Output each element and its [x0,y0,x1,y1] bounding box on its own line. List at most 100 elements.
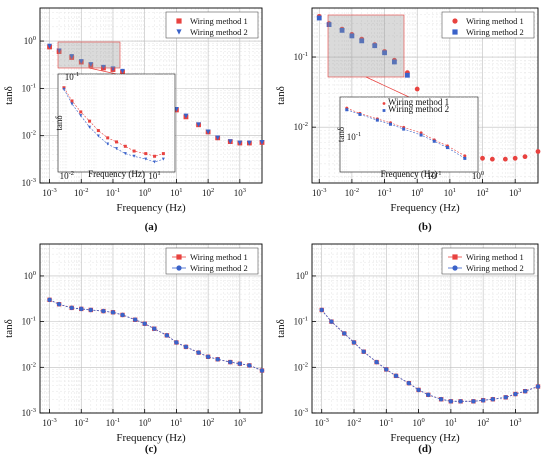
panel-label: (b) [418,221,432,233]
inset-data-point [463,154,467,158]
data-point [88,307,94,313]
inset-data-point [432,139,436,143]
data-point [490,397,496,402]
inset-data-point [345,108,349,112]
data-point [382,50,387,56]
x-tick-label: 103 [234,187,246,198]
inset-data-point [106,136,110,140]
inset-data-point [153,160,157,164]
x-tick-label: 10-3 [42,187,56,198]
chart-panel-0: 10-3 10-2 10-1 100 101 102 103 10-3 10-2 10-1 100 W… [3,7,265,233]
y-tick-label: 10-3 [22,407,36,418]
chart-panel-3: 10-3 10-2 10-1 100 101 102 103 10-3 10-2 10-1 100 W… [275,243,541,455]
legend-marker [176,18,182,24]
data-point [215,135,221,141]
data-point [259,140,265,145]
chart-panel-2: 10-3 10-2 10-1 100 101 102 103 10-3 10-2 10-1 100 W… [3,243,265,455]
data-point [489,156,495,162]
y-axis-label: tanδ [3,86,15,105]
inset-data-point [132,154,136,158]
inset-legend-marker [382,109,386,112]
data-point [174,340,179,345]
legend-marker [452,254,458,260]
legend-box [441,247,535,275]
inset-data-point [445,146,449,150]
inset-data-point [79,110,83,114]
y-tick-label: 10-1 [22,82,36,93]
inset-x-tick-label: 100 [472,170,484,181]
legend-marker [176,265,182,271]
data-point [237,361,243,366]
x-tick-label: 103 [234,417,246,428]
inset-data-point [161,152,165,156]
panel-label: (a) [145,221,158,233]
data-point [120,312,125,318]
x-tick-label: 100 [139,187,151,198]
x-tick-label: 10-3 [315,417,329,428]
series-2 [316,15,410,78]
data-point [329,319,334,324]
inset-data-point [123,144,127,148]
inset-data-point [96,134,100,138]
x-tick-label: 102 [476,187,488,198]
zoom-connector [365,76,410,98]
y-tick-label: 100 [24,270,36,281]
x-axis-label: Frequency (Hz) [390,432,460,444]
inset-x-tick-label: 10-1 [427,170,441,181]
inset-data-point [161,157,165,161]
inset-y-tick-label: 10-1 [347,131,361,142]
legend-marker [452,265,458,271]
y-tick-label: 10-3 [294,407,308,418]
inset-data-point [389,122,393,126]
data-point [471,399,476,404]
y-tick-label: 10-2 [22,361,36,372]
legend-marker [176,29,182,35]
y-axis-label: tanδ [3,319,15,338]
data-point [196,350,201,355]
data-point [183,113,189,119]
x-tick-label: 10-2 [345,187,359,198]
data-point [183,344,189,350]
data-point [384,367,389,372]
data-point [391,59,397,65]
data-point [326,22,332,27]
legend-label: Wiring method 2 [466,263,524,273]
inset-data-point [88,125,92,129]
plot-frame [311,7,539,184]
legend-marker [452,18,458,24]
inset-legend-marker [382,102,386,105]
inset-data-point [62,86,66,90]
data-point [480,155,485,161]
inset-data-point [153,154,157,158]
panel-label: (c) [145,443,158,455]
data-point [88,62,94,67]
data-point [120,68,125,74]
legend-label: Wiring method 1 [190,16,248,26]
y-tick-label: 10-1 [294,51,308,62]
inset-legend-label: Wiring method 2 [388,104,449,114]
y-tick-label: 10-3 [22,177,36,188]
data-point [69,54,75,59]
plot-frame [39,7,263,184]
zoom-connector [88,67,117,75]
plot-frame [39,243,263,414]
data-point [196,122,201,128]
data-point [79,306,84,312]
legend-label: Wiring method 2 [190,27,248,37]
data-point [522,154,528,160]
x-tick-label: 100 [411,187,423,198]
plot-frame [311,243,539,414]
inset-x-tick-label: 10-2 [60,170,74,181]
y-tick-label: 10-1 [294,316,308,327]
y-tick-label: 100 [296,270,308,281]
legend-label: Wiring method 1 [190,252,248,262]
inset-series-line [63,87,164,157]
legend-box [165,247,259,275]
data-point [359,38,365,44]
data-point [142,321,147,326]
legend-box [165,11,259,39]
data-point [512,155,518,161]
